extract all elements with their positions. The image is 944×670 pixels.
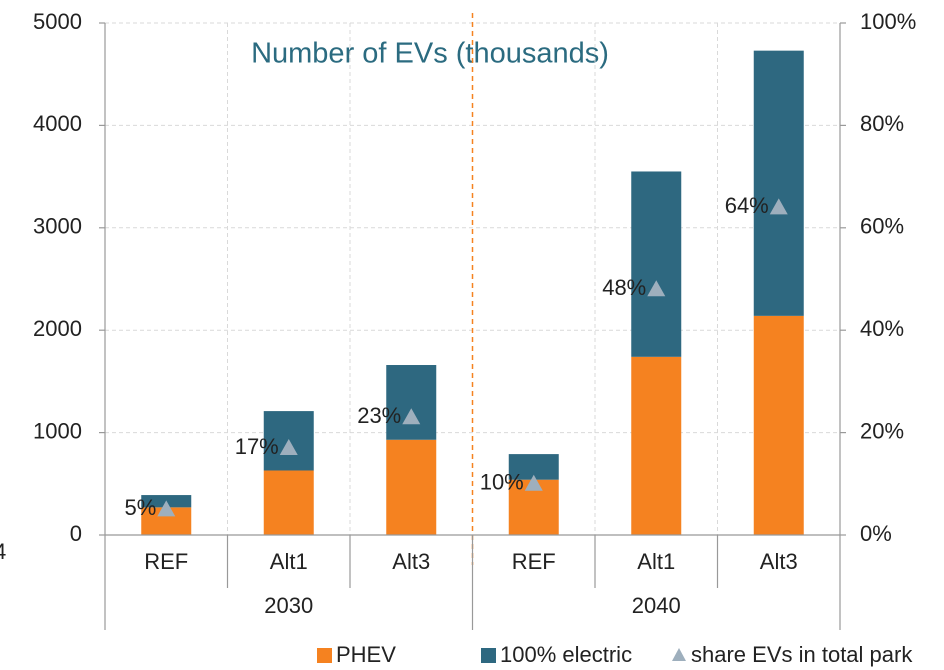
legend-label: share EVs in total park — [691, 642, 913, 667]
bar-segment — [263, 470, 314, 535]
x-tick-label: Alt3 — [392, 549, 430, 574]
x-tick-label: REF — [512, 549, 556, 574]
y-tick-label: 0 — [70, 521, 82, 546]
data-label: 10% — [480, 470, 524, 495]
y2-tick-label: 0% — [860, 521, 892, 546]
data-label: 17% — [235, 434, 279, 459]
bar-segment — [753, 50, 804, 316]
share-marker — [157, 500, 176, 517]
data-label: 48% — [602, 275, 646, 300]
y-tick-label: 1000 — [33, 418, 82, 443]
legend-label: 100% electric — [500, 642, 632, 667]
bar-segment — [631, 171, 682, 357]
bar-segment — [386, 365, 437, 440]
y-tick-label: 5000 — [33, 9, 82, 34]
x-tick-label: Alt3 — [760, 549, 798, 574]
y2-tick-label: 80% — [860, 111, 904, 136]
group-label: 2030 — [264, 593, 313, 618]
y-tick-label: 4000 — [33, 111, 82, 136]
y2-tick-label: 100% — [860, 9, 916, 34]
x-tick-label: Alt1 — [637, 549, 675, 574]
data-label: 23% — [357, 403, 401, 428]
share-marker — [279, 438, 298, 455]
share-marker — [402, 408, 421, 425]
share-marker — [647, 280, 666, 297]
x-tick-label: Alt1 — [270, 549, 308, 574]
data-label: 5% — [124, 495, 156, 520]
annotation: 4 — [0, 539, 6, 564]
share-marker — [524, 474, 543, 491]
chart-title: Number of EVs (thousands) — [251, 38, 609, 70]
legend-swatch — [481, 648, 496, 663]
share-marker — [769, 198, 788, 215]
legend-swatch — [317, 648, 332, 663]
legend-label: PHEV — [336, 642, 396, 667]
bar-segment — [386, 439, 437, 535]
y2-tick-label: 20% — [860, 418, 904, 443]
y-tick-label: 3000 — [33, 214, 82, 239]
y2-tick-label: 40% — [860, 316, 904, 341]
y-tick-label: 2000 — [33, 316, 82, 341]
group-label: 2040 — [632, 593, 681, 618]
legend-marker — [672, 648, 686, 661]
y2-tick-label: 60% — [860, 214, 904, 239]
bar-segment — [753, 315, 804, 535]
x-tick-label: REF — [144, 549, 188, 574]
bar-segment — [631, 356, 682, 535]
data-label: 64% — [725, 193, 769, 218]
